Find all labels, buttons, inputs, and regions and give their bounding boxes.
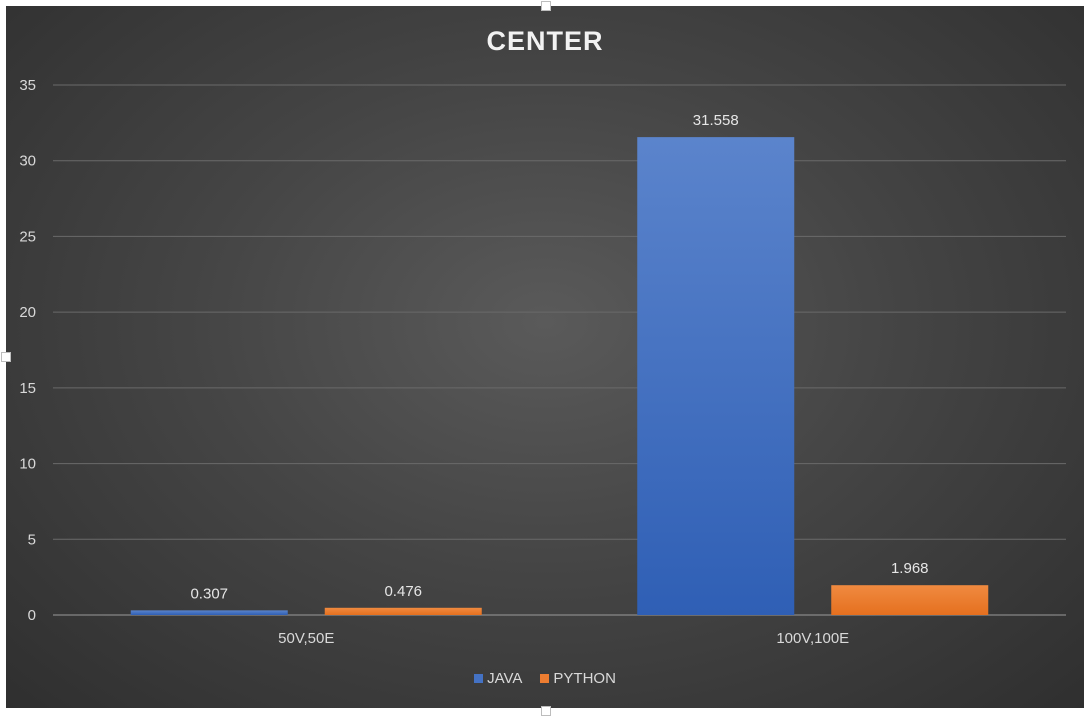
y-tick-label: 30: [19, 153, 36, 170]
y-tick-label: 20: [19, 304, 36, 321]
resize-handle-left[interactable]: [1, 352, 11, 362]
resize-handle-bottom[interactable]: [541, 706, 551, 716]
data-label: 0.476: [384, 583, 422, 600]
plot-area: 0 5 10 15 20 25 30 35 0.307 0.476 50V,50E 31.558 1.9…: [19, 77, 1066, 647]
legend-swatch-java: [474, 674, 484, 683]
y-tick-label: 10: [19, 456, 36, 473]
bar-java-1[interactable]: [637, 137, 795, 616]
x-tick-label: 50V,50E: [278, 630, 334, 647]
legend-item-python: PYTHON: [540, 670, 616, 687]
legend-label-python: PYTHON: [553, 670, 616, 687]
chart-title: CENTER: [486, 26, 604, 56]
x-tick-label: 100V,100E: [776, 630, 849, 647]
resize-handle-top[interactable]: [541, 1, 551, 11]
y-tick-label: 15: [19, 380, 36, 397]
legend-label-java: JAVA: [487, 670, 523, 687]
bar-java-0[interactable]: [130, 610, 288, 615]
y-tick-label: 35: [19, 77, 36, 94]
bar-python-0[interactable]: [324, 607, 482, 615]
legend-item-java: JAVA: [474, 670, 522, 687]
data-label: 1.968: [891, 560, 929, 577]
y-tick-label: 5: [28, 531, 36, 548]
chart-area: CENTER 0 5 10 15 20 25 30 35 0.307 0.476 50V,50E 31…: [6, 6, 1084, 708]
legend-swatch-python: [540, 674, 550, 683]
data-label: 0.307: [190, 585, 228, 602]
legend: JAVA PYTHON: [6, 670, 1084, 687]
data-label: 31.558: [693, 112, 739, 129]
bar-python-1[interactable]: [831, 585, 989, 615]
y-tick-label: 0: [28, 607, 36, 624]
y-tick-label: 25: [19, 228, 36, 245]
